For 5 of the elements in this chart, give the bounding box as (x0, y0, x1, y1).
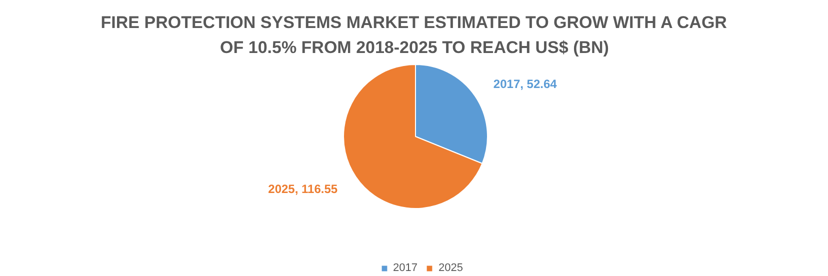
data-label: 2025, 116.55 (268, 182, 338, 196)
legend-label: 2025 (438, 262, 463, 274)
data-label: 2017, 52.64 (493, 76, 558, 91)
chart-title: FIRE PROTECTION SYSTEMS MARKET ESTIMATED TO GROW WITH A CAGR OF 10.5% FROM 2018-2025 TO REACH US$ (BN) (100, 13, 727, 57)
legend-label: 2017 (393, 262, 418, 274)
